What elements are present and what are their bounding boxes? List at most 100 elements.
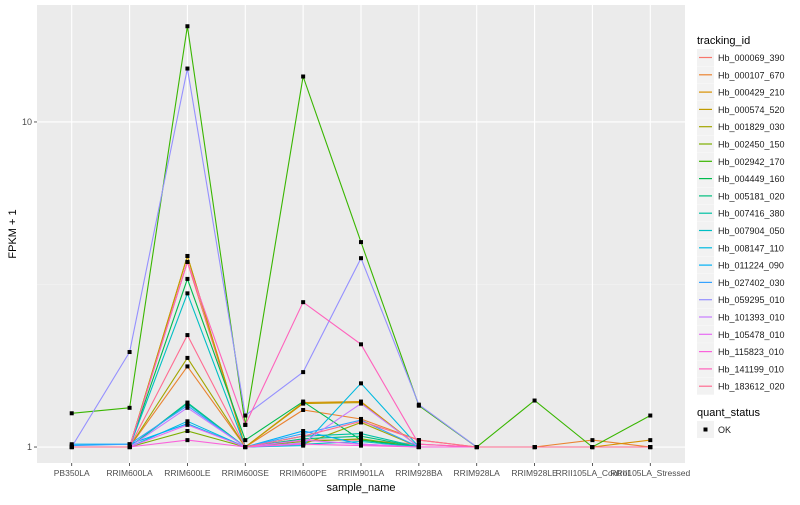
- y-tick-label: 1: [27, 442, 32, 452]
- y-axis: 1 10: [22, 117, 37, 452]
- legend-label: Hb_000429_210: [718, 88, 785, 98]
- data-point-Hb_101393_010-RRIM901LA: [359, 401, 363, 406]
- legend-label: Hb_007904_050: [718, 226, 785, 236]
- data-point-Hb_059295_010-RRIM928BA: [416, 402, 421, 407]
- data-point-Hb_059295_010-RRIM901LA: [359, 256, 363, 261]
- legend-label: Hb_002450_150: [718, 140, 785, 150]
- data-point-Hb_004449_160-RRIM600LE: [185, 276, 190, 281]
- legend-title: tracking_id: [697, 35, 750, 47]
- x-tick-label: RRIM600LA: [106, 468, 153, 478]
- data-point-Hb_000574_520-RRIM600PE: [301, 401, 306, 406]
- legend-label: Hb_115823_010: [718, 347, 784, 357]
- legend-label: Hb_004449_160: [718, 174, 785, 184]
- x-tick-label: RRIM600LE: [164, 468, 211, 478]
- data-point-Hb_183612_020-PB350LA: [69, 445, 74, 450]
- data-point-Hb_000429_210-RRII105LA_Stressed: [648, 438, 653, 443]
- data-point-Hb_183612_020-RRIM600SE: [243, 445, 248, 450]
- data-point-Hb_141199_010-RRIM600SE: [243, 422, 248, 427]
- legend: tracking_id Hb_000069_390 Hb_000107_670 Hb…: [697, 35, 785, 395]
- data-point-Hb_141199_010-RRIM928BA: [416, 442, 421, 447]
- data-point-Hb_002942_170-RRII105LA_Stressed: [648, 413, 653, 418]
- data-point-Hb_059295_010-RRIM600LE: [185, 66, 190, 71]
- data-point-Hb_001829_030-RRIM600LE: [185, 355, 190, 360]
- legend-label: Hb_101393_010: [718, 313, 785, 323]
- legend-label: Hb_000574_520: [718, 105, 785, 115]
- legend-label: Hb_000107_670: [718, 70, 785, 80]
- data-point-Hb_002942_170-RRIM901LA: [359, 240, 363, 245]
- data-point-Hb_115823_010-RRIM901LA: [359, 443, 363, 448]
- x-tick-label: RRIM600SE: [222, 468, 270, 478]
- shape-legend-label-ok: OK: [718, 425, 731, 435]
- data-point-Hb_183612_020-RRII105LA_Control: [590, 445, 595, 450]
- legend-label: Hb_059295_010: [718, 295, 785, 305]
- data-point-Hb_000107_670-RRII105LA_Control: [590, 438, 595, 443]
- data-point-Hb_115823_010-RRIM600PE: [301, 442, 306, 447]
- data-point-Hb_115823_010-RRIM928BA: [416, 445, 421, 450]
- data-point-Hb_000574_520-RRIM600LE: [185, 253, 190, 258]
- legend-label: Hb_105478_010: [718, 330, 785, 340]
- data-point-Hb_008147_110-RRIM901LA: [359, 381, 363, 386]
- data-point-Hb_141199_010-RRIM901LA: [359, 342, 363, 347]
- data-point-Hb_101393_010-RRIM600LE: [185, 405, 190, 410]
- data-point-Hb_183612_020-RRIM901LA: [359, 419, 363, 424]
- data-point-Hb_000107_670-RRIM600PE: [301, 407, 306, 412]
- data-point-Hb_011224_090-RRIM600PE: [301, 429, 306, 434]
- legend-label: Hb_183612_020: [718, 382, 785, 392]
- data-point-Hb_183612_020-RRIM600LA: [127, 445, 132, 450]
- legend-label: Hb_001829_030: [718, 122, 785, 132]
- data-point-Hb_027402_030-RRIM600LA: [127, 442, 132, 447]
- data-point-Hb_183612_020-RRIM928BA: [416, 438, 421, 443]
- y-axis-title: FPKM + 1: [7, 209, 19, 258]
- data-point-Hb_115823_010-RRIM600LE: [185, 438, 190, 443]
- data-points: [69, 24, 653, 450]
- data-point-Hb_007416_380-RRIM600LE: [185, 401, 190, 406]
- legend-label: Hb_000069_390: [718, 53, 785, 63]
- data-point-Hb_002450_150-RRIM600LE: [185, 429, 190, 434]
- x-tick-label: RRII105LA_Control: [556, 468, 630, 478]
- legend-label: Hb_002942_170: [718, 157, 785, 167]
- shape-legend-key-ok: [703, 427, 708, 432]
- data-point-Hb_105478_010-RRIM600LE: [185, 422, 190, 427]
- x-tick-label: RRIM928LA: [454, 468, 501, 478]
- data-point-Hb_141199_010-RRIM600PE: [301, 300, 306, 305]
- data-point-Hb_002942_170-RRIM928LE: [532, 398, 537, 403]
- data-point-Hb_027402_030-RRIM600PE: [301, 431, 306, 436]
- legend-label: Hb_007416_380: [718, 209, 785, 219]
- data-point-Hb_183612_020-RRIM928LE: [532, 445, 537, 450]
- data-point-Hb_183612_020-RRIM600LE: [185, 333, 190, 338]
- data-point-Hb_059295_010-RRIM600LA: [127, 350, 132, 355]
- data-point-Hb_183612_020-RRII105LA_Stressed: [648, 445, 653, 450]
- data-point-Hb_004449_160-RRIM600SE: [243, 438, 248, 443]
- data-point-Hb_059295_010-RRIM600PE: [301, 370, 306, 375]
- data-point-Hb_002942_170-PB350LA: [69, 411, 74, 416]
- data-point-Hb_000107_670-RRIM600LE: [185, 364, 190, 369]
- y-tick-label: 10: [22, 117, 32, 127]
- data-point-Hb_005181_020-RRIM901LA: [359, 434, 363, 439]
- legend-label: Hb_141199_010: [718, 364, 784, 374]
- data-point-Hb_183612_020-RRIM928LA: [474, 445, 479, 450]
- data-point-Hb_007904_050-RRIM901LA: [359, 439, 363, 444]
- data-point-Hb_002942_170-RRIM600LA: [127, 405, 132, 410]
- data-point-Hb_105478_010-RRIM600PE: [301, 438, 306, 443]
- x-tick-label: PB350LA: [54, 468, 90, 478]
- x-tick-label: RRIM928LE: [511, 468, 558, 478]
- x-tick-label: RRIM928BA: [395, 468, 443, 478]
- data-point-Hb_007416_380-RRIM901LA: [359, 431, 363, 436]
- data-point-Hb_183612_020-RRIM600PE: [301, 434, 306, 439]
- shape-legend-title: quant_status: [697, 407, 760, 419]
- x-axis-title: sample_name: [326, 482, 395, 494]
- legend-label: Hb_011224_090: [718, 261, 784, 271]
- x-axis: PB350LA RRIM600LA RRIM600LE RRIM600SE RRIM60…: [54, 463, 690, 478]
- x-tick-label: RRIM600PE: [280, 468, 328, 478]
- legend-label: Hb_027402_030: [718, 278, 785, 288]
- data-point-Hb_027402_030-RRIM600LE: [185, 403, 190, 408]
- legend-label: Hb_008147_110: [718, 243, 784, 253]
- data-point-Hb_008147_110-RRIM600LE: [185, 419, 190, 424]
- legend-label: Hb_005181_020: [718, 191, 785, 201]
- data-point-Hb_059295_010-RRIM600SE: [243, 413, 248, 418]
- data-point-Hb_004449_160-RRIM600PE: [301, 399, 306, 404]
- x-tick-label: RRIM901LA: [338, 468, 385, 478]
- data-point-Hb_007904_050-RRIM600LE: [185, 291, 190, 296]
- data-point-Hb_002942_170-RRIM600LE: [185, 24, 190, 29]
